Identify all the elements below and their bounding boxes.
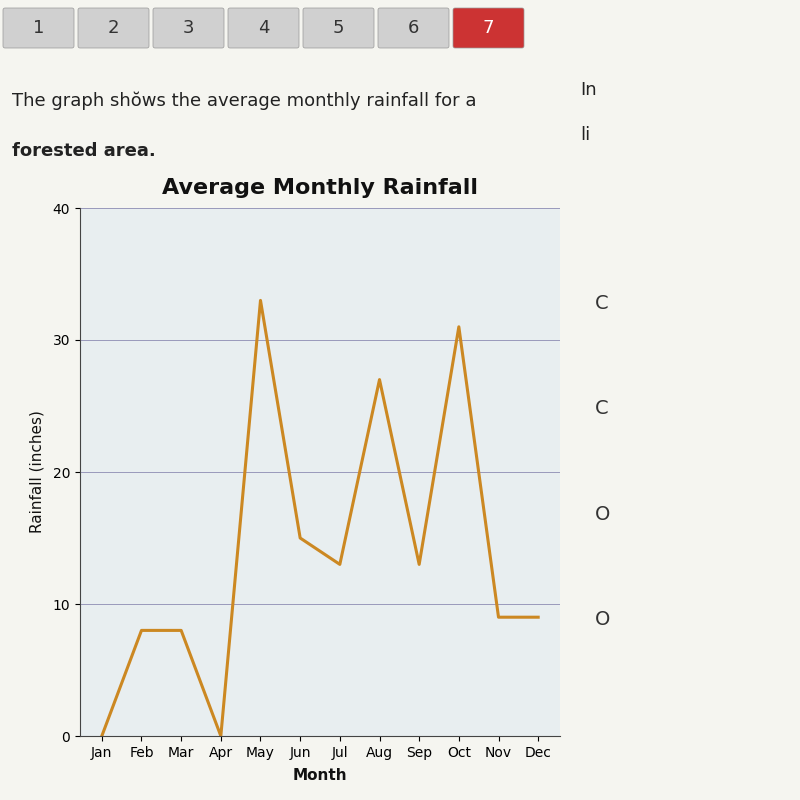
Text: 3: 3 xyxy=(182,19,194,37)
Text: forested area.: forested area. xyxy=(11,142,155,160)
Text: li: li xyxy=(581,126,590,144)
Text: C: C xyxy=(595,399,609,418)
Text: 6: 6 xyxy=(408,19,419,37)
Text: In: In xyxy=(581,81,597,98)
Text: 1: 1 xyxy=(33,19,44,37)
Text: O: O xyxy=(595,610,610,630)
Text: 5: 5 xyxy=(333,19,344,37)
X-axis label: Month: Month xyxy=(293,768,347,783)
Text: O: O xyxy=(595,505,610,524)
Text: 7: 7 xyxy=(482,19,494,37)
FancyBboxPatch shape xyxy=(78,8,149,48)
Title: Average Monthly Rainfall: Average Monthly Rainfall xyxy=(162,178,478,198)
Y-axis label: Rainfall (inches): Rainfall (inches) xyxy=(30,410,44,534)
Text: 4: 4 xyxy=(258,19,270,37)
FancyBboxPatch shape xyxy=(153,8,224,48)
Text: The graph shŏws the average monthly rainfall for a: The graph shŏws the average monthly rain… xyxy=(11,92,476,110)
Text: C: C xyxy=(595,294,609,313)
Text: 2: 2 xyxy=(108,19,119,37)
FancyBboxPatch shape xyxy=(303,8,374,48)
FancyBboxPatch shape xyxy=(228,8,299,48)
FancyBboxPatch shape xyxy=(378,8,449,48)
FancyBboxPatch shape xyxy=(453,8,524,48)
FancyBboxPatch shape xyxy=(3,8,74,48)
